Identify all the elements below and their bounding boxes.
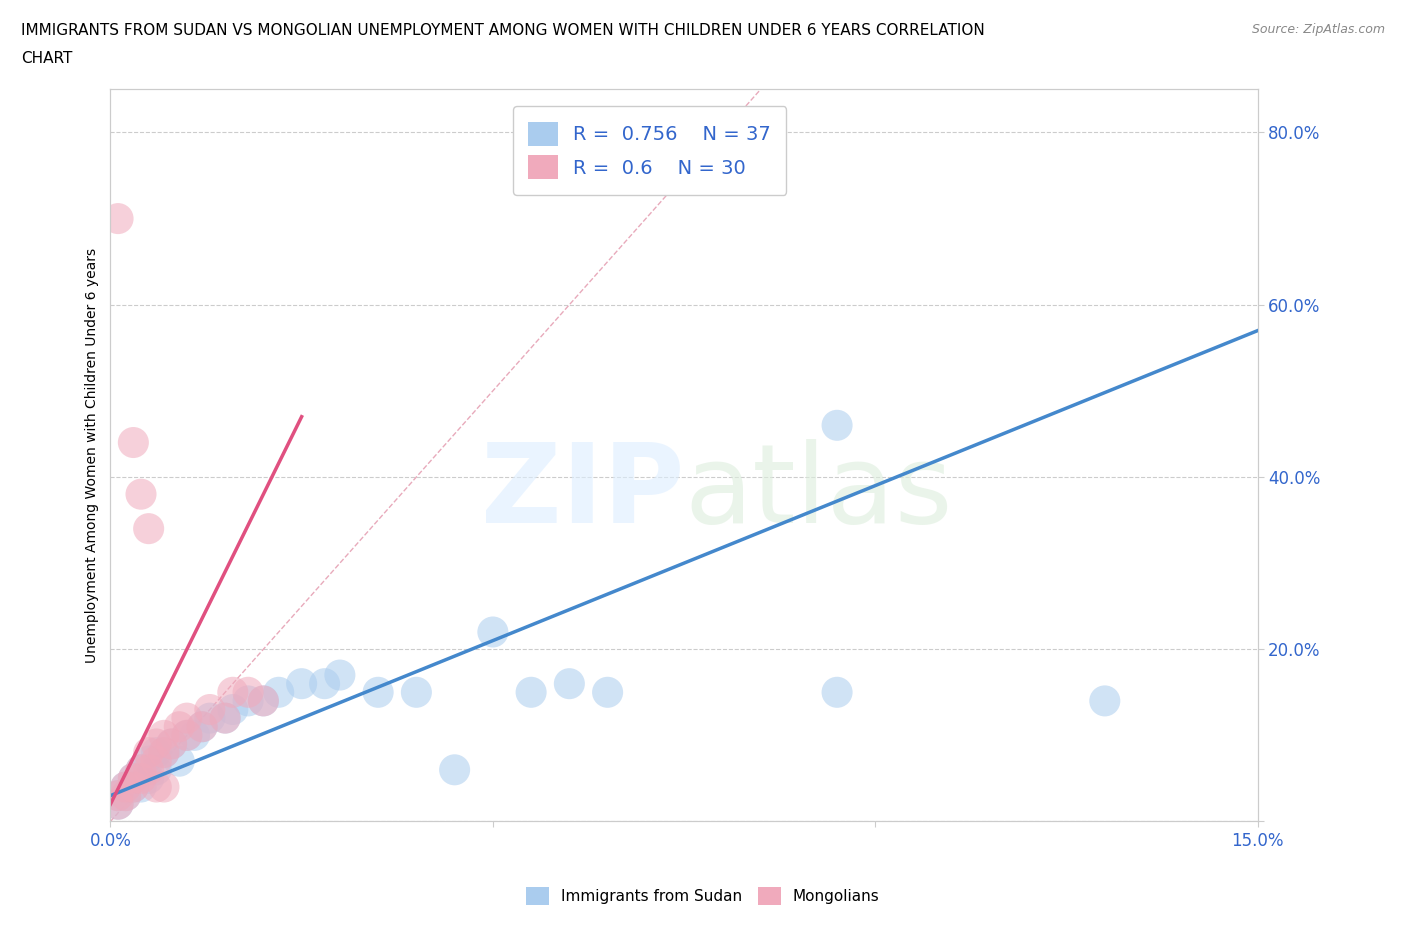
Point xyxy=(176,711,198,725)
Point xyxy=(596,684,619,699)
Point xyxy=(291,676,314,691)
Point xyxy=(176,728,198,743)
Point xyxy=(107,797,129,812)
Text: ZIP: ZIP xyxy=(481,439,685,546)
Point xyxy=(145,753,167,768)
Point xyxy=(138,771,160,786)
Point xyxy=(191,719,214,734)
Point xyxy=(145,737,167,751)
Point xyxy=(329,668,352,683)
Point xyxy=(405,684,427,699)
Point xyxy=(167,753,190,768)
Point xyxy=(222,702,245,717)
Point xyxy=(129,486,152,501)
Point xyxy=(214,711,236,725)
Point xyxy=(176,728,198,743)
Point xyxy=(198,702,221,717)
Point xyxy=(138,763,160,777)
Text: IMMIGRANTS FROM SUDAN VS MONGOLIAN UNEMPLOYMENT AMONG WOMEN WITH CHILDREN UNDER : IMMIGRANTS FROM SUDAN VS MONGOLIAN UNEMP… xyxy=(21,23,984,38)
Point xyxy=(107,211,129,226)
Point xyxy=(122,771,145,786)
Point xyxy=(252,694,274,709)
Y-axis label: Unemployment Among Women with Children Under 6 years: Unemployment Among Women with Children U… xyxy=(86,248,100,663)
Point xyxy=(160,737,183,751)
Point xyxy=(129,771,152,786)
Point xyxy=(198,711,221,725)
Point xyxy=(520,684,543,699)
Point xyxy=(153,745,176,760)
Point xyxy=(122,779,145,794)
Point xyxy=(214,711,236,725)
Point xyxy=(114,779,136,794)
Point xyxy=(138,753,160,768)
Point xyxy=(267,684,290,699)
Point xyxy=(1094,694,1116,709)
Point xyxy=(122,779,145,794)
Point xyxy=(114,789,136,804)
Point xyxy=(153,728,176,743)
Point xyxy=(222,684,245,699)
Point xyxy=(167,719,190,734)
Point xyxy=(129,779,152,794)
Point xyxy=(153,745,176,760)
Text: atlas: atlas xyxy=(685,439,953,546)
Point xyxy=(145,779,167,794)
Point xyxy=(145,763,167,777)
Point xyxy=(107,789,129,804)
Point xyxy=(138,521,160,536)
Point xyxy=(252,694,274,709)
Point xyxy=(236,694,259,709)
Point xyxy=(314,676,336,691)
Text: CHART: CHART xyxy=(21,51,73,66)
Point xyxy=(825,418,848,432)
Point xyxy=(236,684,259,699)
Point xyxy=(825,684,848,699)
Point xyxy=(107,789,129,804)
Point xyxy=(482,625,505,640)
Point xyxy=(129,763,152,777)
Point xyxy=(114,789,136,804)
Point xyxy=(183,728,205,743)
Point xyxy=(107,797,129,812)
Text: Source: ZipAtlas.com: Source: ZipAtlas.com xyxy=(1251,23,1385,36)
Point xyxy=(129,763,152,777)
Point xyxy=(138,745,160,760)
Legend: R =  0.756    N = 37, R =  0.6    N = 30: R = 0.756 N = 37, R = 0.6 N = 30 xyxy=(513,106,786,194)
Point xyxy=(122,435,145,450)
Point xyxy=(191,719,214,734)
Point xyxy=(160,737,183,751)
Point xyxy=(558,676,581,691)
Legend: Immigrants from Sudan, Mongolians: Immigrants from Sudan, Mongolians xyxy=(519,879,887,913)
Point xyxy=(443,763,465,777)
Point xyxy=(145,745,167,760)
Point xyxy=(153,779,176,794)
Point xyxy=(122,771,145,786)
Point xyxy=(114,779,136,794)
Point xyxy=(367,684,389,699)
